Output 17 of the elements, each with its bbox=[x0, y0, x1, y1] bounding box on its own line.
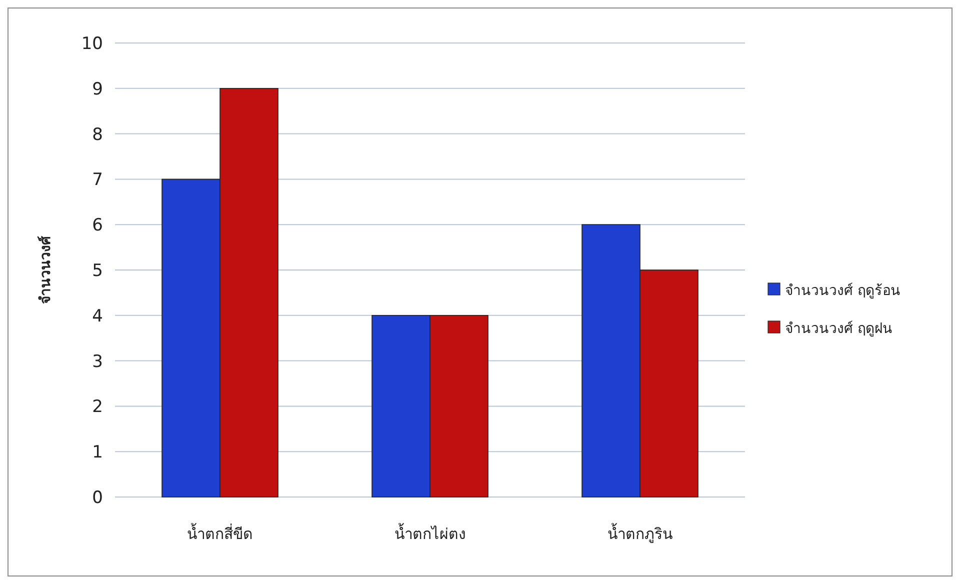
y-tick-label: 4 bbox=[92, 306, 103, 326]
y-tick-label: 3 bbox=[92, 352, 103, 372]
x-tick-label: น้ำตกสี่ขีด bbox=[187, 523, 253, 543]
y-tick-label: 10 bbox=[81, 34, 103, 54]
legend-label: จำนวนวงศ์ ฤดูร้อน bbox=[785, 282, 900, 299]
y-tick-label: 1 bbox=[92, 442, 103, 463]
y-tick-label: 9 bbox=[92, 79, 103, 100]
y-tick-label: 7 bbox=[92, 170, 103, 190]
legend-label: จำนวนวงศ์ ฤดูฝน bbox=[785, 320, 892, 337]
y-tick-label: 5 bbox=[92, 261, 103, 281]
y-tick-label: 0 bbox=[92, 488, 103, 508]
y-tick-label: 6 bbox=[92, 216, 103, 236]
y-axis-title: จำนวนวงศ์ bbox=[37, 235, 54, 304]
x-tick-label: น้ำตกไผ่ตง bbox=[394, 523, 466, 543]
y-tick-label: 2 bbox=[92, 397, 103, 418]
y-tick-label: 8 bbox=[92, 124, 103, 145]
x-tick-label: น้ำตกภูริน bbox=[608, 523, 672, 543]
